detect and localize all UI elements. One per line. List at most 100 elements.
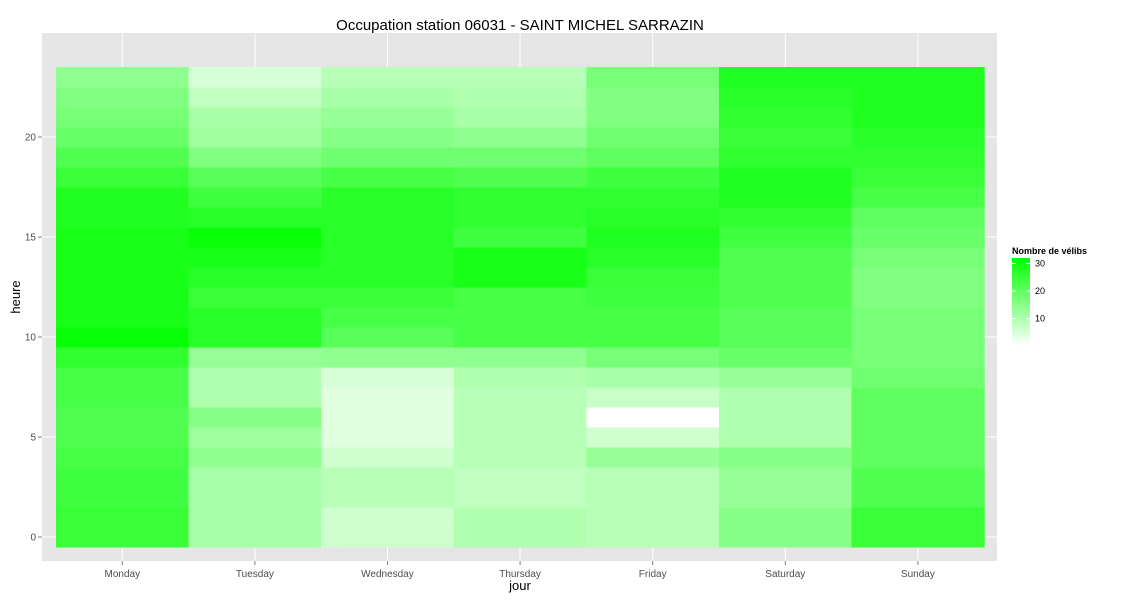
heatmap-cell bbox=[453, 307, 587, 328]
heatmap-cell bbox=[851, 167, 985, 188]
heatmap-cell bbox=[586, 147, 720, 168]
heatmap-cell bbox=[188, 247, 322, 268]
heatmap-cells bbox=[56, 67, 985, 548]
heatmap-cell bbox=[188, 127, 322, 148]
heatmap-cell bbox=[321, 467, 455, 488]
heatmap-cell bbox=[56, 427, 190, 448]
heatmap-cell bbox=[719, 147, 853, 168]
heatmap-cell bbox=[321, 227, 455, 248]
heatmap-cell bbox=[453, 407, 587, 428]
heatmap-cell bbox=[321, 287, 455, 308]
heatmap-cell bbox=[56, 327, 190, 348]
heatmap-cell bbox=[188, 307, 322, 328]
heatmap-cell bbox=[719, 187, 853, 208]
heatmap-cell bbox=[719, 507, 853, 528]
heatmap-cell bbox=[321, 307, 455, 328]
heatmap-cell bbox=[188, 87, 322, 108]
heatmap-cell bbox=[586, 87, 720, 108]
heatmap-cell bbox=[851, 387, 985, 408]
heatmap-cell bbox=[586, 127, 720, 148]
heatmap-cell bbox=[719, 207, 853, 228]
x-tick-label: Friday bbox=[639, 569, 667, 580]
heatmap-cell bbox=[321, 67, 455, 88]
heatmap-cell bbox=[586, 427, 720, 448]
heatmap-cell bbox=[453, 527, 587, 548]
heatmap-cell bbox=[56, 367, 190, 388]
heatmap-cell bbox=[586, 447, 720, 468]
heatmap-cell bbox=[56, 227, 190, 248]
y-tick-label: 10 bbox=[25, 333, 37, 344]
heatmap-cell bbox=[56, 107, 190, 128]
heatmap-cell bbox=[56, 527, 190, 548]
legend-title: Nombre de vélibs bbox=[1012, 246, 1087, 256]
heatmap-cell bbox=[851, 487, 985, 508]
heatmap-cell bbox=[188, 367, 322, 388]
heatmap-cell bbox=[586, 207, 720, 228]
heatmap-cell bbox=[453, 107, 587, 128]
heatmap-cell bbox=[719, 367, 853, 388]
heatmap-cell bbox=[321, 347, 455, 368]
heatmap-cell bbox=[188, 167, 322, 188]
heatmap-cell bbox=[56, 407, 190, 428]
heatmap-cell bbox=[851, 307, 985, 328]
heatmap-cell bbox=[56, 387, 190, 408]
heatmap-cell bbox=[851, 447, 985, 468]
y-tick-label: 20 bbox=[25, 133, 37, 144]
heatmap-cell bbox=[851, 207, 985, 228]
heatmap-cell bbox=[851, 427, 985, 448]
heatmap-cell bbox=[719, 407, 853, 428]
heatmap-cell bbox=[321, 427, 455, 448]
x-tick-label: Monday bbox=[105, 569, 141, 580]
heatmap-cell bbox=[586, 527, 720, 548]
heatmap-cell bbox=[586, 407, 720, 428]
heatmap-cell bbox=[453, 367, 587, 388]
heatmap-cell bbox=[453, 287, 587, 308]
heatmap-cell bbox=[719, 167, 853, 188]
x-tick-label: Tuesday bbox=[236, 569, 274, 580]
heatmap-cell bbox=[188, 107, 322, 128]
heatmap-cell bbox=[321, 127, 455, 148]
heatmap-cell bbox=[56, 287, 190, 308]
heatmap-cell bbox=[586, 507, 720, 528]
heatmap-cell bbox=[453, 147, 587, 168]
heatmap-cell bbox=[719, 327, 853, 348]
heatmap-cell bbox=[56, 247, 190, 268]
heatmap-cell bbox=[851, 527, 985, 548]
heatmap-cell bbox=[321, 187, 455, 208]
heatmap-cell bbox=[851, 187, 985, 208]
heatmap-cell bbox=[453, 127, 587, 148]
heatmap-cell bbox=[719, 527, 853, 548]
heatmap-cell bbox=[453, 227, 587, 248]
heatmap-cell bbox=[453, 387, 587, 408]
heatmap-cell bbox=[188, 207, 322, 228]
heatmap-cell bbox=[56, 67, 190, 88]
heatmap-cell bbox=[453, 347, 587, 368]
heatmap-cell bbox=[719, 267, 853, 288]
heatmap-cell bbox=[586, 287, 720, 308]
heatmap-cell bbox=[453, 327, 587, 348]
heatmap-cell bbox=[719, 67, 853, 88]
legend-tick-label: 20 bbox=[1035, 286, 1045, 296]
y-tick-label: 0 bbox=[30, 533, 36, 544]
heatmap-cell bbox=[453, 467, 587, 488]
heatmap-cell bbox=[188, 467, 322, 488]
y-tick-label: 15 bbox=[25, 233, 37, 244]
heatmap-cell bbox=[586, 267, 720, 288]
heatmap-cell bbox=[321, 147, 455, 168]
heatmap-cell bbox=[188, 427, 322, 448]
heatmap-cell bbox=[453, 207, 587, 228]
heatmap-cell bbox=[453, 487, 587, 508]
heatmap-cell bbox=[188, 287, 322, 308]
x-tick-label: Sunday bbox=[901, 569, 935, 580]
legend-tick-label: 30 bbox=[1035, 259, 1045, 269]
heatmap-cell bbox=[719, 447, 853, 468]
heatmap-cell bbox=[321, 327, 455, 348]
heatmap-cell bbox=[851, 287, 985, 308]
heatmap-cell bbox=[56, 187, 190, 208]
heatmap-cell bbox=[851, 347, 985, 368]
heatmap-cell bbox=[188, 67, 322, 88]
heatmap-cell bbox=[586, 347, 720, 368]
x-tick-label: Wednesday bbox=[361, 569, 414, 580]
